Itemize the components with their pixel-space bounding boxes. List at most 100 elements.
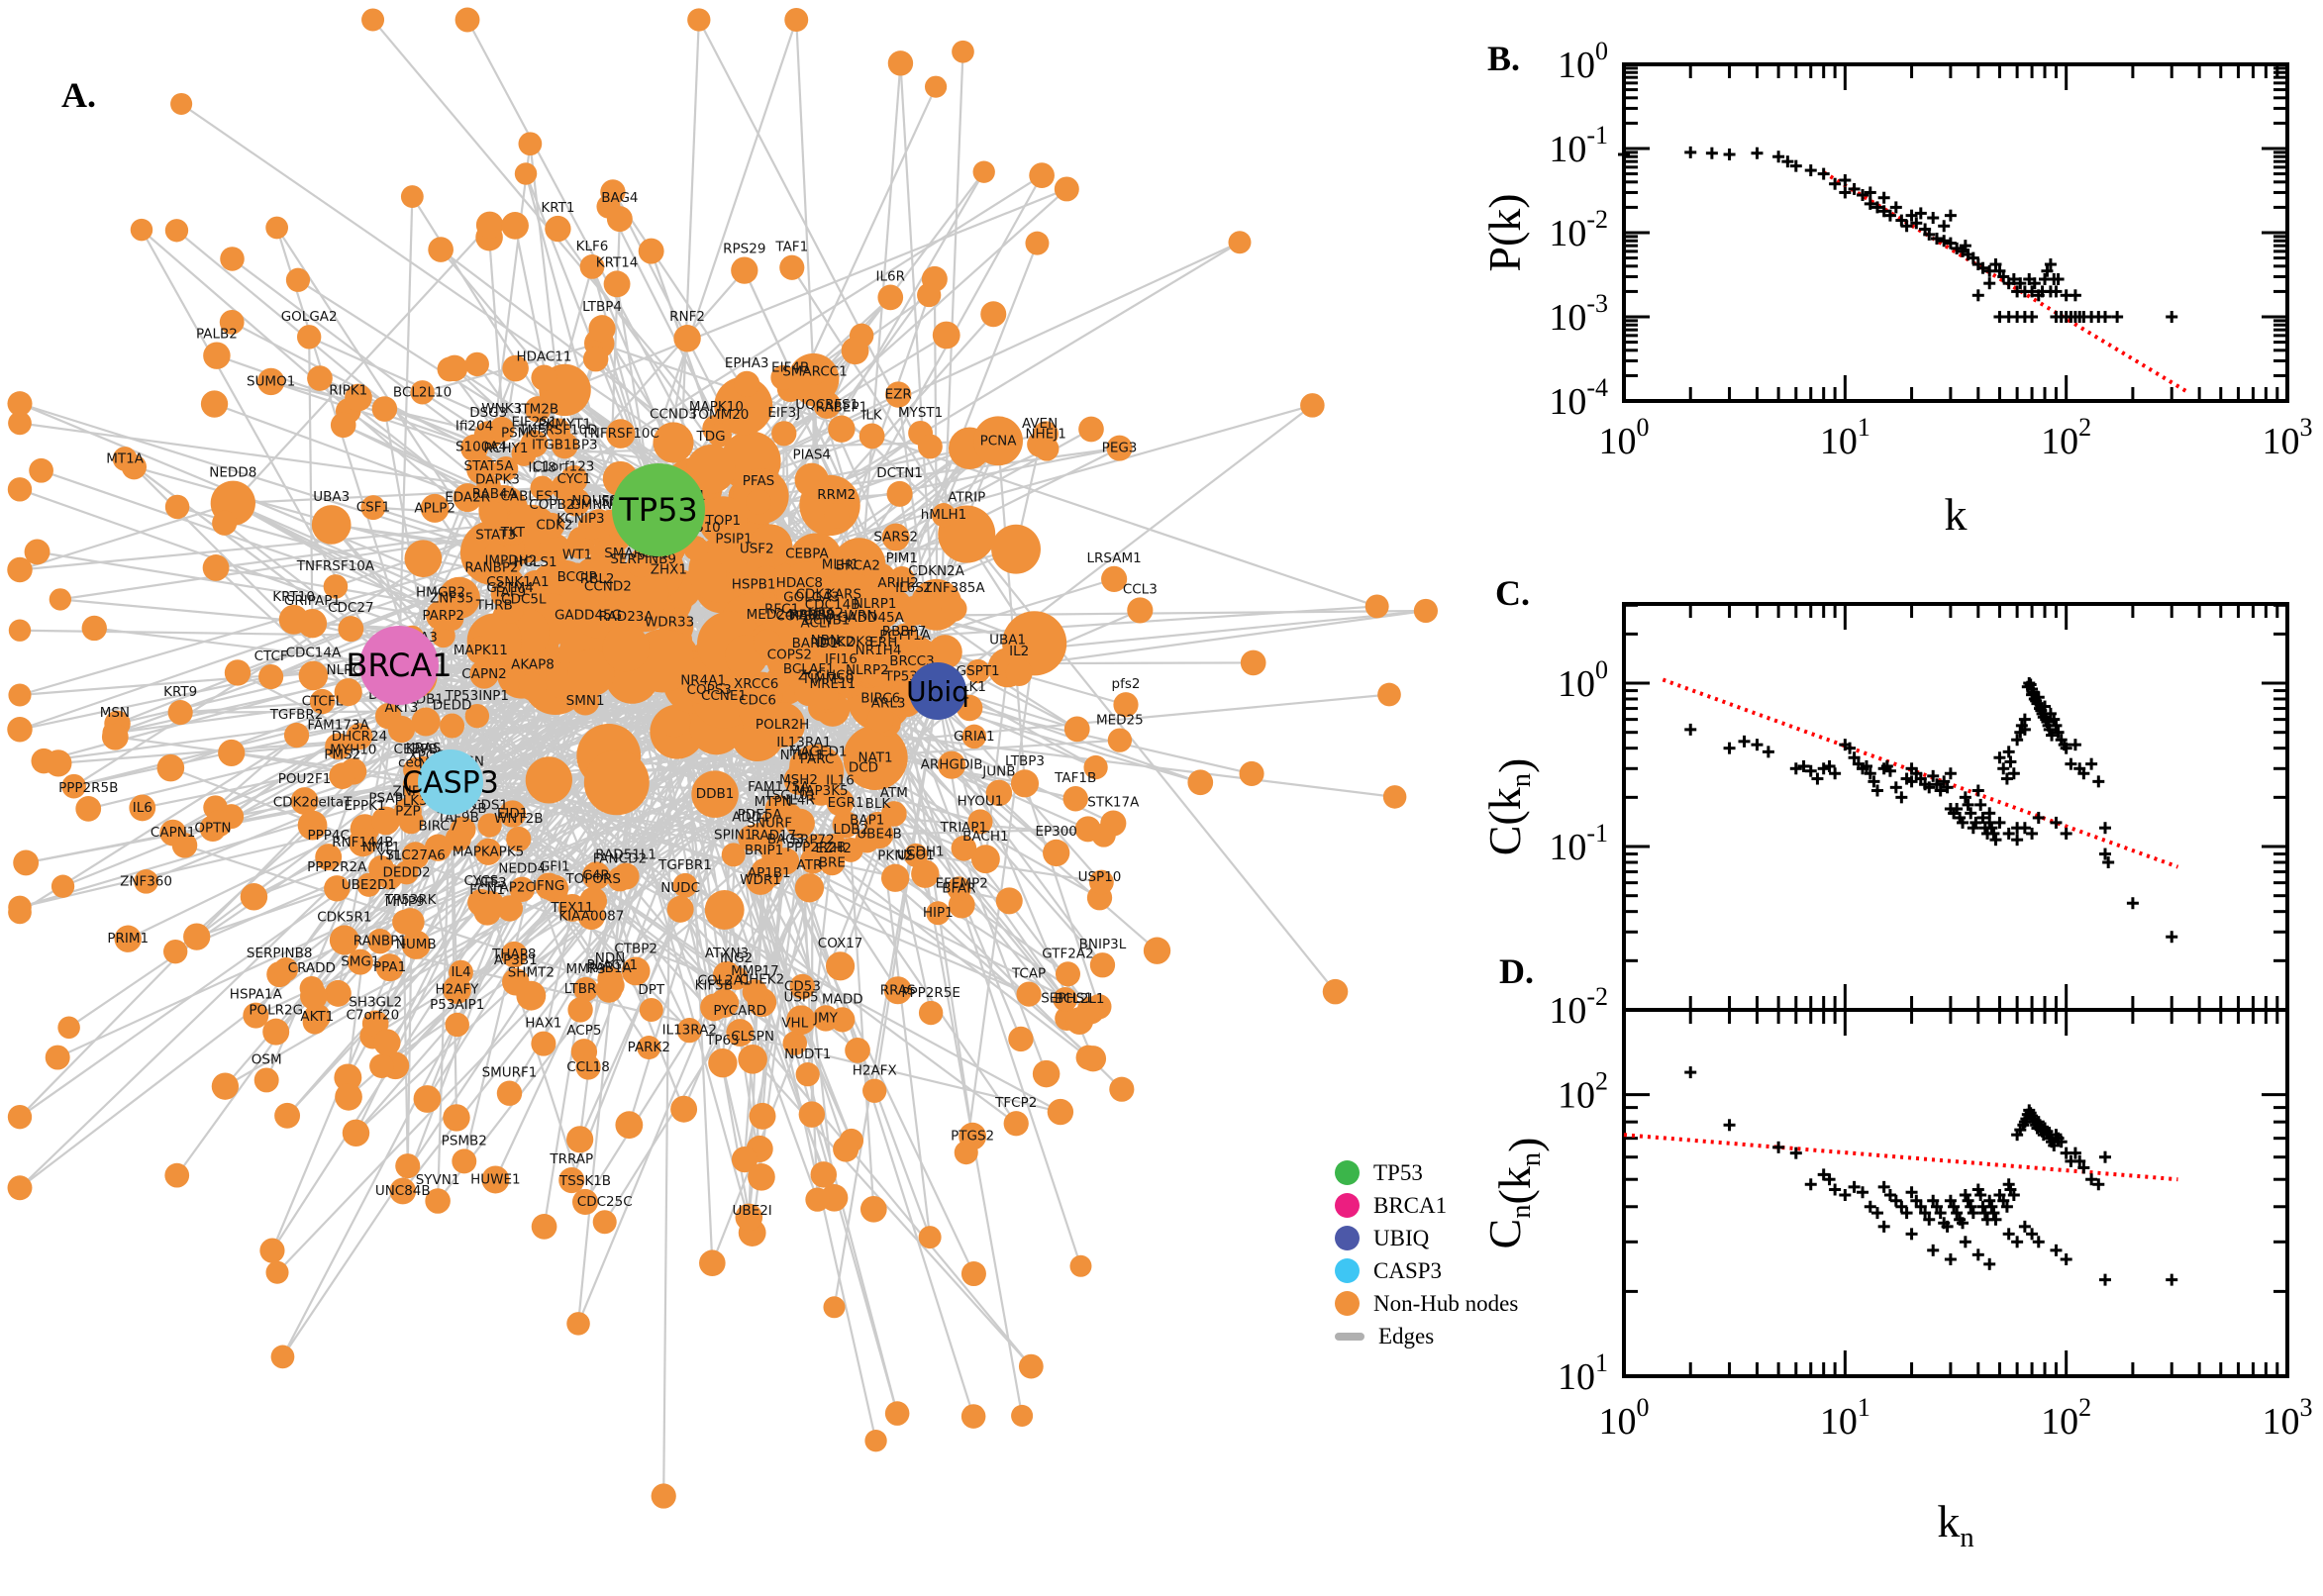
node-label: ACLY <box>801 616 834 632</box>
network-node <box>734 370 760 397</box>
node-label: UBE2D1 <box>342 877 396 893</box>
node-label: NAT1 <box>858 749 892 765</box>
node-label: SPIN1 <box>714 827 753 843</box>
network-node <box>803 746 831 773</box>
brca1-swatch <box>1335 1193 1360 1218</box>
node-label: SMARCC1 <box>782 363 848 379</box>
network-node <box>1008 1026 1034 1052</box>
network-node <box>798 605 825 631</box>
network-edge <box>19 617 511 1118</box>
network-node <box>639 998 663 1023</box>
x-tick-label: 100 <box>1599 413 1650 462</box>
network-node <box>602 624 650 672</box>
network-node <box>259 1238 285 1263</box>
node-label: ATF3 <box>474 875 507 891</box>
network-node <box>567 648 615 697</box>
node-label: PIM1 <box>886 550 918 566</box>
network-edge <box>996 441 1027 784</box>
network-node <box>371 806 400 836</box>
node-label: DCD <box>849 759 878 775</box>
ubiq-swatch <box>1335 1226 1360 1250</box>
node-label: OSM <box>252 1051 282 1067</box>
network-node <box>918 1000 944 1026</box>
network-node <box>371 396 398 422</box>
node-label: CTBP2 <box>614 942 657 957</box>
node-label: UBE4B <box>857 827 902 843</box>
node-label: STAT5A <box>464 458 515 474</box>
network-node <box>274 1102 301 1129</box>
node-label: CYC1 <box>556 471 591 487</box>
network-node <box>1240 649 1266 676</box>
node-label: CHEK2 <box>740 972 785 988</box>
node-label: ADD1 <box>732 809 770 825</box>
node-label: CDK2 <box>536 518 572 534</box>
node-label: TGFBR2 <box>269 707 324 723</box>
node-label: ATR <box>797 857 823 873</box>
node-label: KRAS <box>406 741 442 756</box>
network-node <box>466 454 497 485</box>
node-label: IL2 <box>1009 644 1029 659</box>
node-label: IL13RA2 <box>662 1023 717 1039</box>
node-label: SH3GL2 <box>349 995 402 1011</box>
network-node <box>1101 565 1128 592</box>
network-node <box>324 875 351 902</box>
node-label: RCHY1 <box>483 441 528 456</box>
node-label: CABLES1 <box>500 489 560 505</box>
network-node <box>714 376 773 436</box>
network-node <box>1382 785 1407 809</box>
network-node <box>7 1104 33 1130</box>
node-label: BNIP3L <box>1079 937 1127 952</box>
node-label: PLK3 <box>395 793 428 809</box>
node-label: TNFRSF10D <box>518 422 597 438</box>
network-node <box>1109 1076 1135 1102</box>
network-node <box>348 828 377 857</box>
network-node <box>724 965 749 990</box>
network-node <box>1377 682 1401 707</box>
node-label: ILK <box>861 408 883 424</box>
node-label: IL13RA1 <box>776 735 831 750</box>
node-label: AVEN <box>1022 416 1058 432</box>
node-label: PPP2R5E <box>901 985 960 1001</box>
y-axis-title: P(k) <box>1479 193 1530 271</box>
network-node <box>511 441 537 466</box>
node-label: hMLH1 <box>921 507 966 523</box>
network-node <box>721 843 746 867</box>
node-label: PARK2 <box>628 1040 670 1055</box>
node-label: RBBP7 <box>882 624 927 640</box>
casp3-swatch <box>1335 1258 1360 1283</box>
node-label: PRIM1 <box>107 931 149 947</box>
node-label: KRT1 <box>541 200 574 216</box>
network-node <box>521 570 550 599</box>
hub-node-brca1 <box>359 626 439 705</box>
network-node <box>464 703 490 729</box>
node-label: CDC27 <box>328 600 373 616</box>
network-node <box>1063 716 1090 743</box>
node-label: LDB2 <box>833 822 868 838</box>
network-node <box>947 876 971 901</box>
network-node <box>441 354 468 382</box>
panel-label-b: B. <box>1487 39 1521 78</box>
network-node <box>101 723 129 750</box>
network-node <box>211 1072 240 1100</box>
node-label: TIMM50 <box>801 671 855 687</box>
network-node <box>851 755 876 780</box>
node-label: HDAC11 <box>517 349 572 365</box>
network-node <box>918 1226 942 1249</box>
network-node <box>1364 594 1389 619</box>
node-label: C1orf123 <box>533 458 594 474</box>
node-label: RAD51L1 <box>595 848 656 863</box>
node-label: CTCFL <box>302 694 344 710</box>
network-node <box>881 523 910 551</box>
network-node <box>687 8 711 32</box>
node-label: ARHGDIB <box>921 757 983 773</box>
network-node <box>298 660 329 691</box>
node-label: PARP2 <box>422 608 464 624</box>
node-label: DEDD2 <box>382 864 430 880</box>
network-node <box>538 533 571 565</box>
network-node <box>1083 754 1108 780</box>
network-node <box>653 422 694 463</box>
network-node <box>200 390 229 418</box>
network-node <box>720 547 748 574</box>
node-label: C4R <box>582 868 609 884</box>
node-label: BACH1 <box>962 829 1008 845</box>
